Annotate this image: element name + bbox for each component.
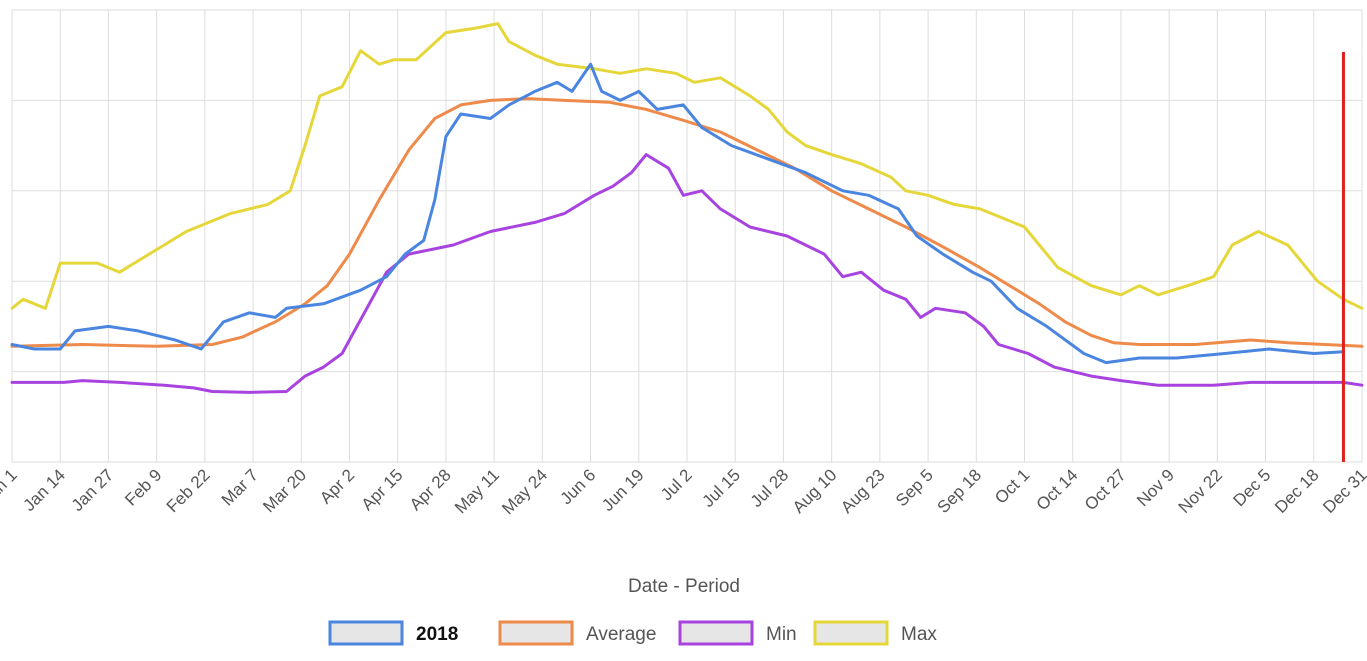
- x-tick-label: May 24: [498, 465, 551, 518]
- x-tick-label: Apr 28: [406, 465, 455, 514]
- series-line-max[interactable]: [10, 22, 1364, 310]
- legend: 2018 Average Min Max: [328, 620, 937, 646]
- x-tick-label: Mar 7: [218, 465, 262, 509]
- x-tick-label: Jun 19: [598, 465, 648, 515]
- x-tick-label: May 11: [451, 465, 503, 517]
- legend-item-2018[interactable]: 2018: [328, 620, 458, 646]
- series-lines: [10, 22, 1364, 394]
- legend-label: Min: [766, 624, 797, 645]
- legend-label: Max: [901, 624, 937, 645]
- x-tick-label: Nov 9: [1133, 465, 1178, 510]
- x-tick-label: Sep 18: [934, 465, 986, 517]
- x-tick-label: Apr 2: [316, 465, 358, 507]
- x-tick-label: Mar 20: [259, 465, 310, 516]
- legend-item-max[interactable]: Max: [813, 620, 937, 646]
- legend-label: Average: [586, 624, 656, 645]
- x-tick-label: Dec 18: [1271, 465, 1323, 517]
- x-tick-label: Jan 27: [68, 465, 118, 515]
- legend-item-average[interactable]: Average: [498, 620, 656, 646]
- x-tick-label: Dec 31: [1319, 465, 1367, 517]
- x-tick-label: Nov 22: [1175, 465, 1227, 517]
- grid: [11, 9, 1363, 463]
- legend-swatch: [678, 620, 754, 646]
- x-tick-label: Jul 15: [699, 465, 745, 511]
- series-line-min[interactable]: [10, 153, 1364, 394]
- legend-item-min[interactable]: Min: [678, 620, 797, 646]
- x-tick-label: Aug 10: [789, 465, 841, 517]
- x-tick-label: Jan 14: [20, 465, 70, 515]
- x-tick-label: Jul 28: [747, 465, 793, 511]
- x-tick-label: Oct 27: [1081, 465, 1130, 514]
- x-tick-label: Feb 9: [121, 465, 165, 509]
- x-axis-title: Date - Period: [628, 576, 740, 597]
- legend-swatch: [328, 620, 404, 646]
- x-tick-label: Dec 5: [1230, 465, 1275, 510]
- x-tick-label: Apr 15: [358, 465, 407, 514]
- x-tick-label: Jun 6: [557, 465, 600, 508]
- x-tick-label: Jan 1: [0, 465, 21, 508]
- legend-swatch: [813, 620, 889, 646]
- legend-swatch: [498, 620, 574, 646]
- x-tick-label: Jul 2: [657, 465, 696, 504]
- x-tick-label: Oct 1: [991, 465, 1033, 507]
- x-tick-label: Sep 5: [892, 465, 937, 510]
- series-line-2018[interactable]: [10, 62, 1345, 365]
- x-tick-label: Aug 23: [837, 465, 889, 517]
- x-tick-label: Feb 22: [163, 465, 214, 516]
- x-tick-label: Oct 14: [1033, 465, 1082, 514]
- legend-label: 2018: [416, 624, 458, 645]
